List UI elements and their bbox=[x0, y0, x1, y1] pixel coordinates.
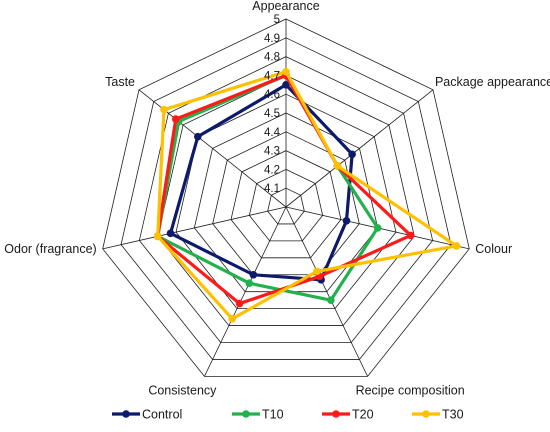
tick-label: 4.9 bbox=[264, 33, 280, 45]
series-line-t10 bbox=[156, 73, 380, 302]
series-t30 bbox=[153, 67, 461, 323]
category-label-colour: Colour bbox=[475, 242, 512, 256]
grid-ring-1 bbox=[267, 187, 305, 225]
tick-label: 4.4 bbox=[264, 127, 281, 139]
category-label-consistency: Consistency bbox=[148, 383, 217, 397]
grid-ring-3 bbox=[230, 150, 342, 259]
category-labels: Appearance Package appearance Colour Recipe… bbox=[4, 0, 550, 397]
grid-ring-7 bbox=[157, 74, 415, 326]
point-control-package-appearance bbox=[348, 150, 356, 159]
tick-label: 4.7 bbox=[264, 70, 280, 82]
series-control bbox=[166, 81, 356, 284]
legend-label: T20 bbox=[352, 408, 374, 422]
legend-label: T30 bbox=[442, 408, 464, 422]
point-control-appearance bbox=[282, 81, 290, 89]
point-t30-consistency bbox=[228, 314, 236, 323]
point-t10-recipe-composition bbox=[327, 296, 335, 304]
series-line-t20 bbox=[156, 73, 413, 306]
point-t30-recipe-composition bbox=[313, 267, 321, 276]
legend-item-control: Control bbox=[112, 408, 182, 422]
legend-item-t30: T30 bbox=[412, 408, 464, 422]
legend-item-t10: T10 bbox=[232, 408, 284, 422]
category-label-appearance: Appearance bbox=[252, 0, 319, 13]
point-t20-taste bbox=[171, 115, 180, 123]
tick-label: 5 bbox=[274, 14, 280, 26]
category-label-odor-fragrance: Odor (fragrance) bbox=[4, 242, 96, 256]
legend: Control T10 T20 T30 bbox=[112, 408, 464, 422]
legend-label: T10 bbox=[262, 408, 284, 422]
point-t30-taste bbox=[160, 105, 168, 114]
spoke-consistency bbox=[204, 206, 287, 377]
point-t30-package-appearance bbox=[333, 162, 342, 170]
legend-label: Control bbox=[142, 408, 182, 422]
point-control-consistency bbox=[249, 270, 258, 279]
point-control-odor-fragrance bbox=[166, 229, 175, 238]
point-t30-appearance bbox=[282, 67, 290, 76]
spoke-odor-fragrance bbox=[102, 206, 287, 250]
legend-marker-icon bbox=[332, 410, 340, 418]
tick-label: 4.2 bbox=[264, 164, 280, 176]
radial-tick-labels: 4.1 4.2 4.3 4.4 4.5 4.6 4.7 4.8 4.9 5 bbox=[264, 14, 281, 195]
point-control-taste bbox=[194, 132, 202, 141]
point-control-colour bbox=[342, 217, 351, 225]
point-t30-colour bbox=[452, 242, 461, 250]
legend-item-t20: T20 bbox=[322, 408, 374, 422]
point-t20-consistency bbox=[235, 299, 244, 308]
spoke-recipe-composition bbox=[285, 206, 368, 377]
tick-label: 4.3 bbox=[264, 146, 280, 158]
legend-marker-icon bbox=[242, 410, 250, 418]
point-t10-consistency bbox=[245, 279, 254, 288]
point-t30-odor-fragrance bbox=[153, 232, 162, 241]
legend-marker-icon bbox=[422, 410, 430, 418]
tick-label: 4.1 bbox=[264, 183, 280, 195]
grid-ring-9 bbox=[120, 37, 452, 360]
series-line-t30 bbox=[156, 70, 459, 321]
radar-series bbox=[153, 67, 461, 323]
category-label-recipe-composition: Recipe composition bbox=[356, 383, 465, 397]
legend-marker-icon bbox=[122, 410, 130, 418]
tick-label: 4.6 bbox=[264, 89, 280, 101]
tick-label: 4.5 bbox=[264, 108, 280, 120]
point-t20-colour bbox=[406, 231, 415, 240]
spoke-package-appearance bbox=[285, 89, 434, 208]
category-label-taste: Taste bbox=[105, 75, 135, 89]
grid-ring-2 bbox=[248, 168, 324, 242]
point-t10-colour bbox=[373, 224, 382, 232]
grid-ring-10 bbox=[102, 18, 470, 377]
tick-label: 4.8 bbox=[264, 52, 280, 64]
series-line-control bbox=[168, 83, 354, 282]
category-label-package-appearance: Package appearance bbox=[435, 75, 550, 89]
